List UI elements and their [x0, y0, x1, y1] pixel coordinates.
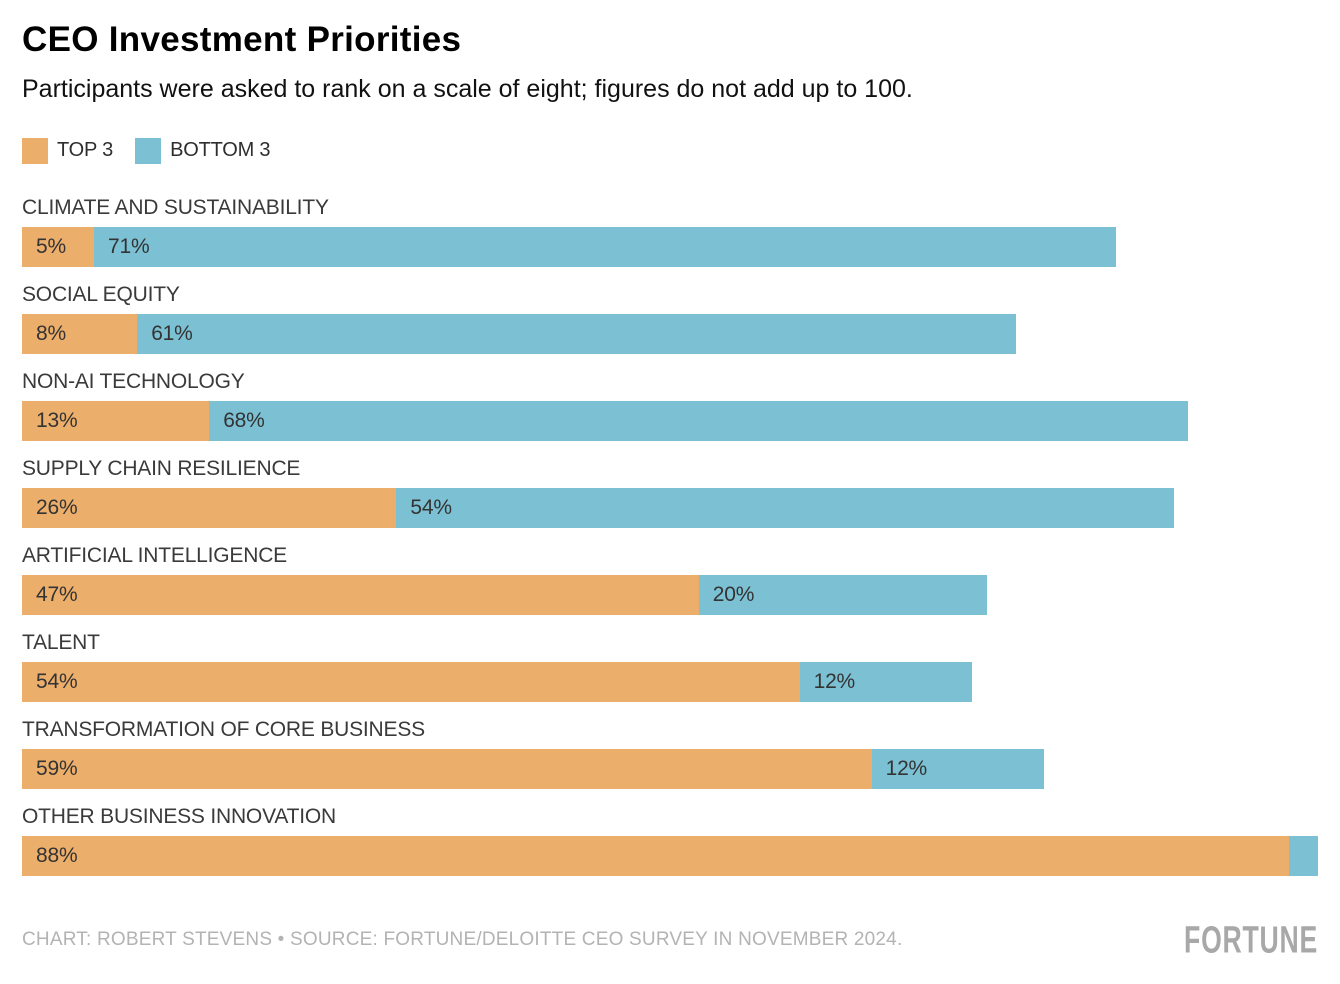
bar-segment-bottom-3: 68%: [209, 401, 1189, 441]
legend-item-top3: TOP 3: [22, 137, 114, 164]
bar: 54% 12%: [22, 662, 1318, 702]
chart-row: OTHER BUSINESS INNOVATION 88%: [22, 804, 1318, 876]
bar: 13% 68%: [22, 401, 1318, 441]
bar-segment-top-3: 88%: [22, 836, 1290, 876]
bar-value-label: 71%: [107, 235, 150, 258]
bar: 26% 54%: [22, 488, 1318, 528]
chart-row: SOCIAL EQUITY 8% 61%: [22, 282, 1318, 354]
bar: 47% 20%: [22, 575, 1318, 615]
credit-line: CHART: ROBERT STEVENS • SOURCE: FORTUNE/…: [22, 929, 903, 950]
category-label: OTHER BUSINESS INNOVATION: [22, 805, 336, 828]
legend-item-bottom3: BOTTOM 3: [135, 137, 271, 164]
category-label: CLIMATE AND SUSTAINABILITY: [22, 196, 329, 219]
bar-segment-bottom-3: 12%: [871, 749, 1045, 789]
bar-value-label: 12%: [813, 670, 856, 693]
bar-value-label: 20%: [712, 583, 755, 606]
bar-segment-bottom-3: 54%: [396, 488, 1174, 528]
bar-segment-top-3: 5%: [22, 227, 94, 267]
legend-swatch-bottom3: [135, 137, 162, 164]
chart-row: ARTIFICIAL INTELLIGENCE 47% 20%: [22, 543, 1318, 615]
bar-segment-bottom-3: 71%: [93, 227, 1117, 267]
category-label: TALENT: [22, 631, 100, 654]
bar-value-label: 13%: [36, 409, 78, 432]
bar-value-label: 47%: [36, 583, 78, 606]
bar-segment-top-3: 47%: [22, 575, 699, 615]
chart-row: NON-AI TECHNOLOGY 13% 68%: [22, 369, 1318, 441]
chart-rows: CLIMATE AND SUSTAINABILITY 5% 71% SOCIAL …: [22, 195, 1318, 876]
bar-segment-top-3: 54%: [22, 662, 800, 702]
bar-value-label: 68%: [223, 409, 265, 432]
bar-segment-top-3: 8%: [22, 314, 138, 354]
bar-value-label: 8%: [36, 322, 66, 345]
bar-value-label: 59%: [36, 757, 78, 780]
page-title: CEO Investment Priorities: [22, 20, 462, 59]
bar-value-label: 26%: [36, 496, 78, 519]
bar-value-label: 5%: [36, 235, 66, 258]
bar-segment-bottom-3: 12%: [799, 662, 973, 702]
fortune-logo: FORTUNE: [1184, 917, 1318, 961]
bar-value-label: 88%: [36, 844, 78, 867]
chart-row: CLIMATE AND SUSTAINABILITY 5% 71%: [22, 195, 1318, 267]
legend-swatch-top3: [22, 137, 48, 164]
chart-row: TRANSFORMATION OF CORE BUSINESS 59% 12%: [22, 717, 1318, 789]
bar-value-label: 12%: [885, 757, 928, 780]
bar: 5% 71%: [22, 227, 1318, 267]
footer: CHART: ROBERT STEVENS • SOURCE: FORTUNE/…: [22, 917, 1318, 961]
bar-segment-bottom-3: [1289, 836, 1318, 876]
category-label: TRANSFORMATION OF CORE BUSINESS: [22, 718, 425, 741]
bar: 59% 12%: [22, 749, 1318, 789]
bar: 8% 61%: [22, 314, 1318, 354]
legend: TOP 3 BOTTOM 3: [22, 137, 1318, 164]
category-label: NON-AI TECHNOLOGY: [22, 370, 245, 393]
bar-value-label: 54%: [36, 670, 78, 693]
chart-row: SUPPLY CHAIN RESILIENCE 26% 54%: [22, 456, 1318, 528]
bar-segment-bottom-3: 20%: [698, 575, 987, 615]
bar-segment-top-3: 13%: [22, 401, 210, 441]
bar-segment-bottom-3: 61%: [137, 314, 1016, 354]
bar: 88%: [22, 836, 1318, 876]
bar-value-label: 61%: [151, 322, 193, 345]
page-subtitle: Participants were asked to rank on a sca…: [22, 75, 913, 103]
legend-label-bottom3: BOTTOM 3: [170, 139, 271, 161]
category-label: SUPPLY CHAIN RESILIENCE: [22, 457, 301, 480]
category-label: ARTIFICIAL INTELLIGENCE: [22, 544, 287, 567]
category-label: SOCIAL EQUITY: [22, 283, 180, 306]
bar-value-label: 54%: [410, 496, 452, 519]
bar-segment-top-3: 26%: [22, 488, 397, 528]
chart-row: TALENT 54% 12%: [22, 630, 1318, 702]
bar-segment-top-3: 59%: [22, 749, 872, 789]
legend-label-top3: TOP 3: [57, 139, 114, 161]
